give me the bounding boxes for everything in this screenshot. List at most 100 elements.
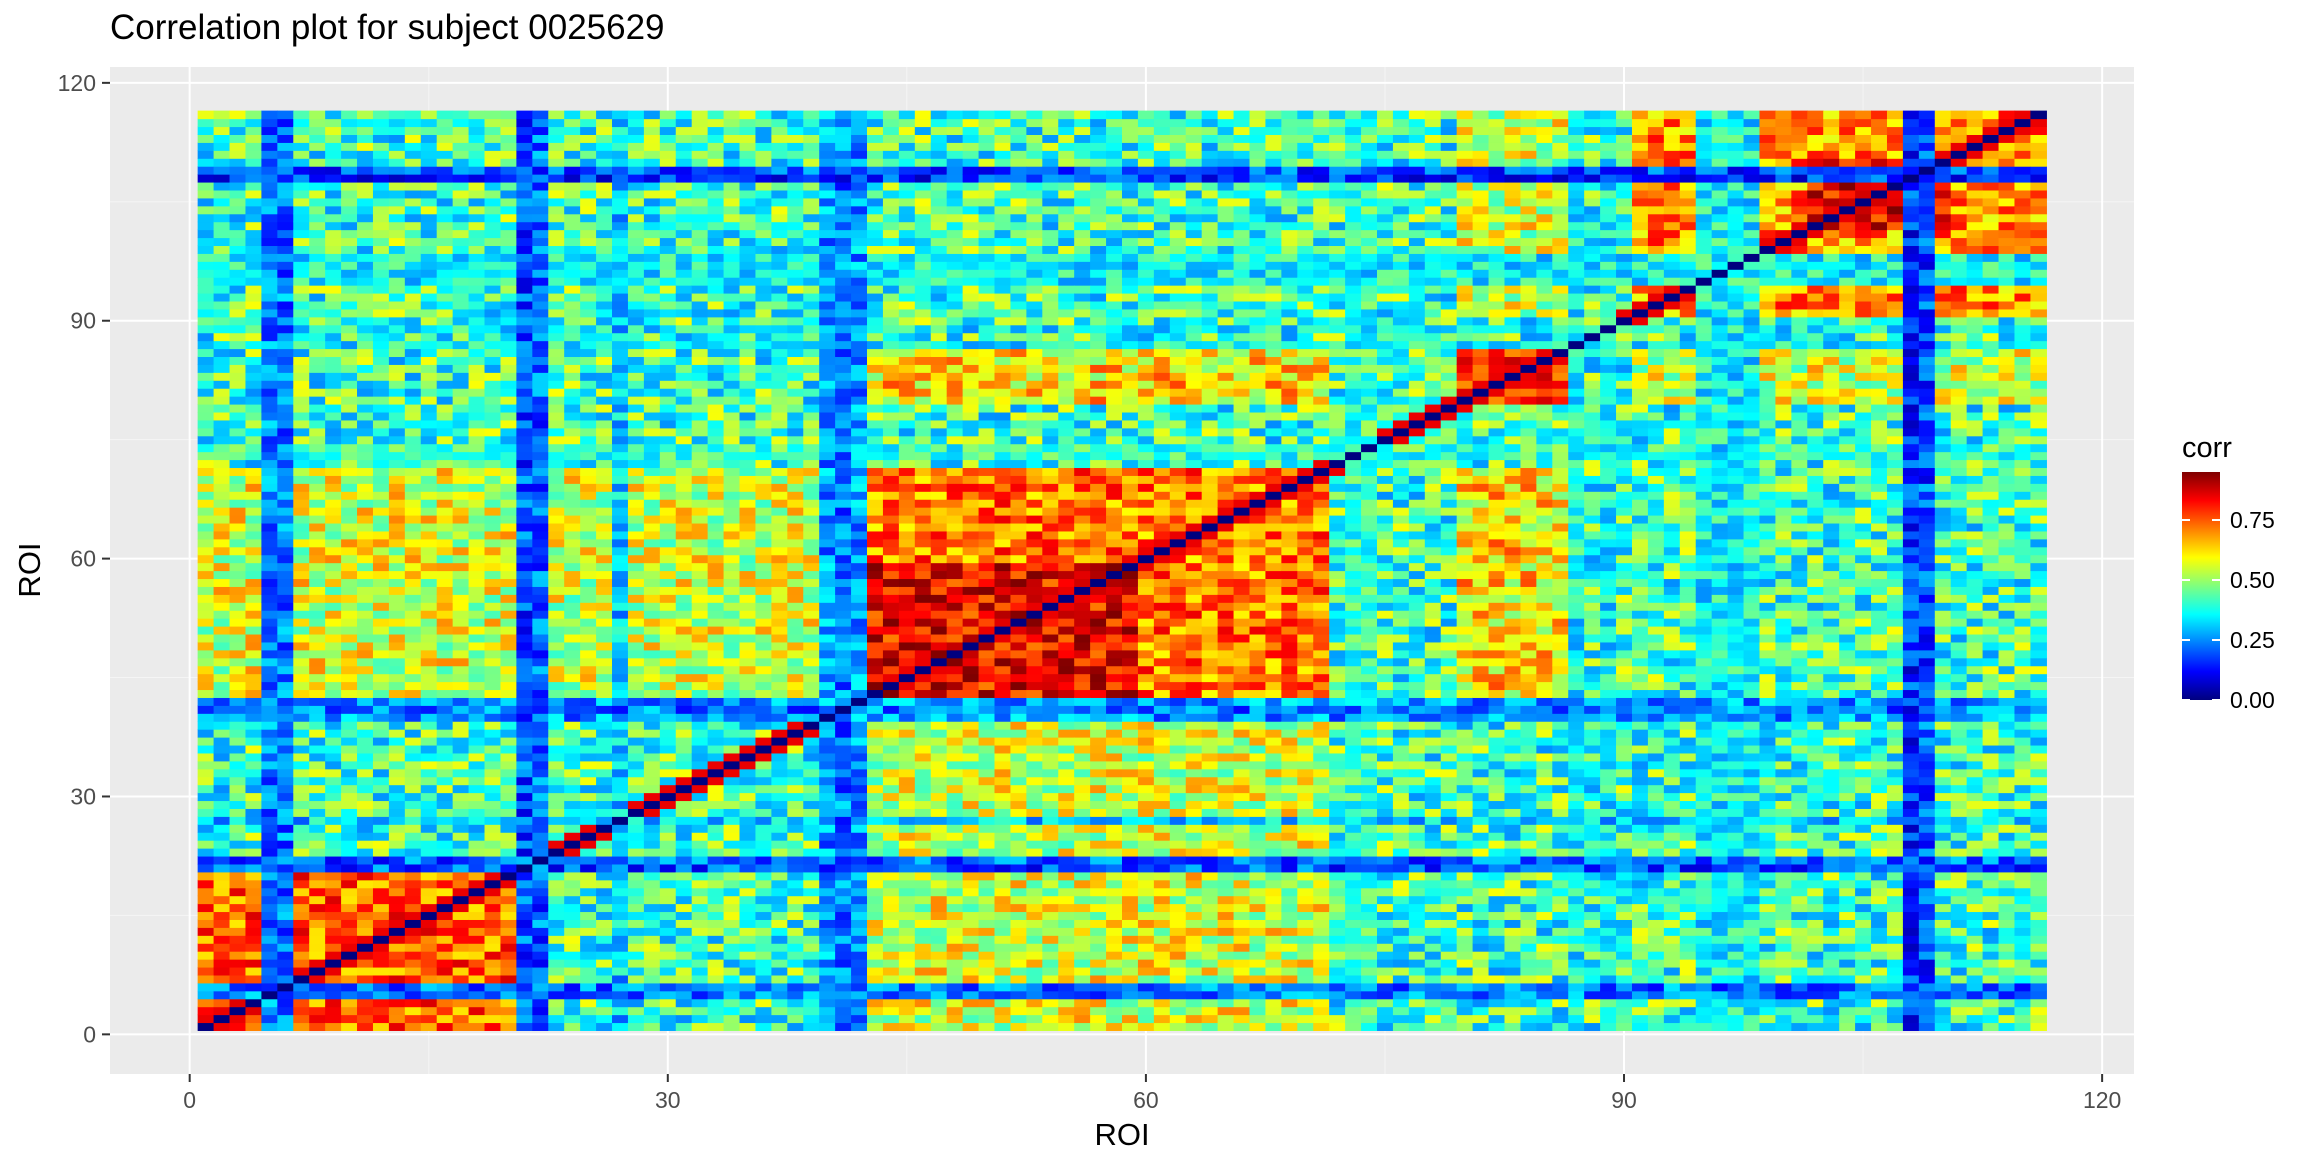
heatmap-cell (484, 364, 502, 373)
heatmap-cell (532, 134, 549, 143)
heatmap-cell (277, 1022, 294, 1031)
heatmap-cell (675, 768, 693, 778)
heatmap-cell (484, 713, 502, 722)
heatmap-cell (755, 665, 772, 675)
heatmap-cell (803, 689, 820, 698)
heatmap-cell (707, 166, 725, 175)
heatmap-cell (436, 118, 454, 128)
heatmap-cell (596, 332, 613, 342)
heatmap-cell (835, 467, 852, 476)
heatmap-cell (771, 380, 788, 389)
heatmap-cell (516, 998, 533, 1008)
heatmap-cell (803, 618, 820, 627)
heatmap-cell (197, 459, 215, 469)
heatmap-cell (739, 673, 757, 683)
heatmap-cell (867, 840, 884, 849)
heatmap-cell (388, 840, 406, 849)
heatmap-cell (420, 348, 438, 358)
heatmap-cell (357, 673, 374, 683)
heatmap-cell (787, 522, 804, 532)
heatmap-cell (404, 1022, 422, 1031)
heatmap-cell (452, 348, 470, 358)
heatmap-cell (596, 221, 613, 231)
heatmap-cell (468, 943, 486, 952)
heatmap-cell (612, 348, 629, 358)
heatmap-cell (213, 118, 231, 128)
heatmap-cell (452, 816, 470, 825)
heatmap-cell (372, 1006, 390, 1016)
heatmap-cell (293, 388, 310, 397)
heatmap-cell (548, 681, 565, 691)
heatmap-cell (755, 459, 772, 469)
heatmap-cell (484, 657, 502, 667)
heatmap-cell (596, 411, 613, 421)
heatmap-cell (372, 499, 390, 508)
heatmap-cell (293, 285, 310, 294)
heatmap-cell (627, 800, 645, 809)
heatmap-cell (516, 752, 533, 762)
heatmap-cell (675, 277, 693, 286)
heatmap-cell (691, 729, 709, 738)
heatmap-cell (835, 855, 852, 865)
heatmap-cell (277, 522, 294, 532)
heatmap-cell (452, 538, 470, 548)
heatmap-cell (643, 784, 661, 794)
heatmap-cell (548, 499, 565, 508)
heatmap-cell (787, 966, 804, 976)
heatmap-cell (867, 863, 884, 873)
heatmap-cell (612, 150, 629, 159)
heatmap-cell (835, 380, 852, 389)
heatmap-cell (803, 871, 820, 881)
heatmap-cell (580, 126, 597, 135)
heatmap-cell (771, 467, 788, 476)
heatmap-cell (452, 459, 470, 469)
heatmap-cell (452, 879, 470, 889)
heatmap-cell (835, 832, 852, 841)
heatmap-cell (404, 966, 422, 976)
heatmap-cell (596, 499, 613, 508)
heatmap-cell (309, 316, 326, 326)
heatmap-cell (197, 824, 215, 833)
heatmap-cell (468, 602, 486, 611)
heatmap-cell (468, 974, 486, 984)
heatmap-cell (500, 522, 517, 532)
heatmap-cell (197, 808, 215, 817)
heatmap-cell (532, 546, 549, 556)
heatmap-cell (325, 729, 342, 738)
heatmap-cell (803, 697, 820, 706)
heatmap-cell (787, 261, 804, 270)
heatmap-cell (341, 380, 358, 389)
heatmap-cell (675, 1014, 693, 1024)
heatmap-cell (771, 491, 788, 500)
heatmap-cell (627, 237, 645, 247)
heatmap-cell (627, 364, 645, 373)
heatmap-cell (436, 158, 454, 167)
heatmap-cell (835, 1006, 852, 1016)
heatmap-cell (245, 530, 262, 540)
heatmap-cell (213, 380, 231, 389)
heatmap-cell (484, 927, 502, 936)
heatmap-cell (293, 911, 310, 920)
heatmap-cell (516, 673, 533, 683)
heatmap-cell (819, 221, 836, 231)
heatmap-cell (707, 657, 725, 667)
heatmap-cell (755, 372, 772, 381)
heatmap-cell (851, 816, 868, 825)
heatmap-cell (532, 475, 549, 484)
heatmap-cell (341, 982, 358, 992)
heatmap-cell (564, 237, 581, 247)
heatmap-cell (261, 348, 278, 358)
heatmap-cell (739, 515, 757, 524)
heatmap-cell (516, 427, 533, 437)
heatmap-cell (404, 530, 422, 540)
heatmap-cell (468, 911, 486, 920)
heatmap-cell (261, 427, 278, 437)
heatmap-cell (404, 848, 422, 857)
heatmap-cell (787, 554, 804, 564)
heatmap-cell (293, 919, 310, 928)
heatmap-cell (643, 507, 661, 516)
heatmap-cell (500, 911, 517, 920)
heatmap-cell (867, 832, 884, 841)
heatmap-cell (420, 713, 438, 722)
heatmap-cell (277, 903, 294, 913)
